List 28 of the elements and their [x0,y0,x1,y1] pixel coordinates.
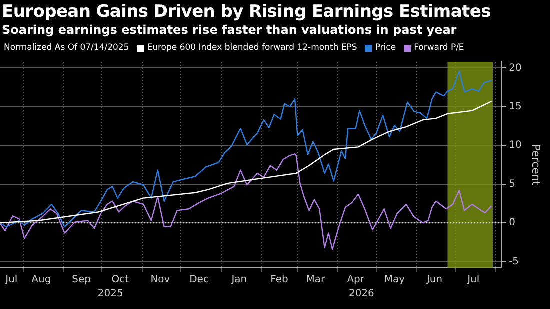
x-tick-label: Dec [190,274,209,286]
x-tick-label: Jul [4,274,18,286]
x-tick-label: Apr [347,274,366,286]
y-axis-title: Percent [530,144,543,186]
y-tick-label: 10 [509,140,522,152]
y-tick-label: 5 [509,178,516,190]
x-tick-label: May [384,274,406,286]
y-tick-label: 15 [509,102,522,113]
y-tick-label: 0 [509,218,516,229]
y-tick-label: 20 [509,62,522,74]
text: 2026 [348,288,374,300]
x-tick-label: Jan [230,274,248,286]
x-tick-label: Jul [466,274,480,286]
x-tick-label: Feb [270,274,288,286]
x-tick-label: Aug [32,274,52,286]
legend-label: Forward P/E [414,43,464,53]
x-tick-label: Oct [112,274,130,286]
text: 2025 [98,288,124,300]
chart-title: European Gains Driven by Rising Earnings Estimates [2,2,492,22]
y-tick-label: -5 [509,256,520,268]
x-tick-label: Sep [72,274,91,286]
chart-subtitle: Soaring earnings estimates rise faster than valuations in past year [2,23,458,37]
legend-label: Price [375,43,396,53]
x-tick-label: Nov [150,274,170,286]
x-tick-label: Jun [426,274,443,286]
x-tick-label: Mar [306,274,326,286]
legend-label: Europe 600 Index blended forward 12-month EPS [147,43,358,53]
legend-title: Normalized As Of 07/14/2025 [4,43,130,53]
